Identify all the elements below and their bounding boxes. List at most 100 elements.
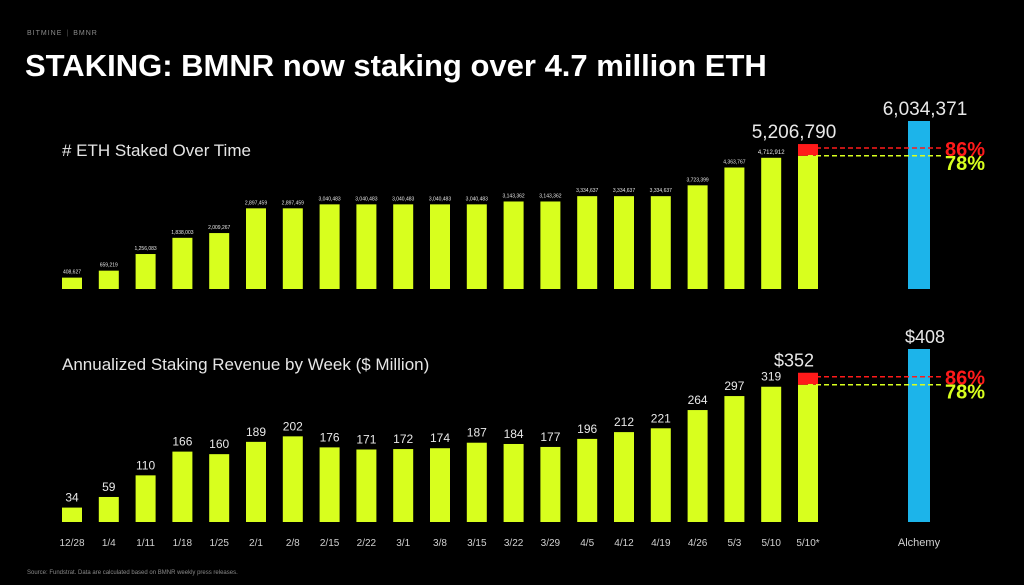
x-tick-11: 3/15 — [467, 538, 487, 549]
value-label-0-20: 5,206,790 — [752, 122, 837, 143]
bar-21-0 — [246, 208, 266, 289]
value-label-1-3: 166 — [172, 435, 192, 449]
value-label-0-19: 4,712,912 — [758, 150, 785, 156]
x-tick-10: 3/8 — [433, 538, 447, 549]
page-title: STAKING: BMNR now staking over 4.7 milli… — [25, 48, 767, 83]
value-label-0-13: 3,143,362 — [539, 193, 561, 199]
bar-1228-0 — [62, 277, 82, 289]
value-label-1-16: 221 — [651, 411, 671, 425]
bar-45-0 — [577, 196, 598, 289]
annotation-86-0: 86% — [945, 139, 985, 161]
value-label-0-11: 3,040,483 — [466, 196, 488, 202]
value-label-1-5: 189 — [246, 425, 266, 439]
value-label-1-13: 177 — [540, 430, 560, 444]
value-label-0-1: 659,219 — [100, 263, 118, 269]
brand-separator: | — [66, 30, 70, 37]
x-tick-7: 2/15 — [320, 538, 340, 549]
value-label-1-6: 202 — [283, 419, 303, 433]
value-label-0-17: 3,723,399 — [686, 177, 708, 183]
bar-426-1 — [687, 410, 708, 522]
value-label-0-4: 2,009,267 — [208, 225, 230, 231]
bar-315-0 — [466, 204, 487, 289]
x-tick-8: 2/22 — [357, 538, 377, 549]
bar-31-0 — [393, 204, 414, 289]
value-label-0-8: 3,040,483 — [355, 196, 377, 202]
value-label-1-8: 171 — [356, 432, 376, 446]
value-label-0-3: 1,838,003 — [171, 230, 193, 236]
value-label-0-9: 3,040,483 — [392, 196, 414, 202]
value-label-1-4: 160 — [209, 437, 229, 451]
brand-logo: BITMINE | BMNR — [27, 30, 98, 37]
value-label-1-18: 297 — [724, 379, 744, 393]
bar-222-1 — [356, 449, 377, 522]
bar-53-1 — [724, 396, 745, 522]
x-tick-21: Alchemy — [898, 537, 941, 549]
brand-name: BITMINE — [27, 30, 63, 37]
source-note: Source: Fundstrat. Data are calculated b… — [27, 570, 238, 576]
bar-322-0 — [503, 201, 524, 289]
x-tick-9: 3/1 — [396, 538, 410, 549]
x-tick-14: 4/5 — [580, 538, 594, 549]
value-label-0-16: 3,334,637 — [650, 188, 672, 194]
value-label-1-20: $352 — [774, 351, 814, 371]
annotation-78-1: 78% — [945, 382, 985, 404]
bar-14-0 — [98, 270, 119, 289]
bar-45-1 — [577, 438, 598, 522]
value-label-1-14: 196 — [577, 422, 597, 436]
value-label-1-17: 264 — [688, 393, 708, 407]
x-tick-18: 5/3 — [727, 538, 741, 549]
annotation-86-1: 86% — [945, 368, 985, 390]
value-label-0-15: 3,334,637 — [613, 188, 635, 194]
value-label-1-2: 110 — [136, 458, 155, 472]
bar-510-1 — [761, 386, 782, 522]
x-tick-3: 1/18 — [173, 538, 193, 549]
value-label-1-10: 174 — [430, 431, 450, 445]
bar-419-1 — [650, 428, 671, 522]
x-tick-16: 4/19 — [651, 538, 671, 549]
bar-31-1 — [393, 449, 414, 522]
bar-419-0 — [650, 196, 671, 289]
bar-1228-1 — [62, 507, 82, 522]
bar-315-1 — [466, 442, 487, 522]
bar-38-0 — [430, 204, 450, 289]
value-label-1-19: 319 — [761, 370, 781, 384]
bar-111-1 — [135, 475, 156, 522]
bar-alchemy-0 — [908, 121, 930, 289]
bar-125-1 — [209, 454, 230, 522]
x-tick-12: 3/22 — [504, 538, 524, 549]
x-tick-6: 2/8 — [286, 538, 300, 549]
brand-sub: BMNR — [73, 30, 98, 37]
bar-118-0 — [172, 237, 193, 289]
chart-title-revenue: Annualized Staking Revenue by Week ($ Mi… — [62, 355, 430, 374]
x-tick-20: 5/10* — [796, 538, 819, 549]
chart-title-eth-staked: # ETH Staked Over Time — [62, 141, 251, 160]
bar-111-0 — [135, 254, 156, 289]
value-label-1-21: $408 — [905, 327, 945, 347]
bar-125-0 — [209, 233, 230, 289]
x-tick-17: 4/26 — [688, 538, 708, 549]
bar-426-0 — [687, 185, 708, 289]
value-label-1-15: 212 — [614, 415, 634, 429]
value-label-0-10: 3,040,483 — [429, 196, 451, 202]
value-label-0-7: 3,040,483 — [318, 196, 340, 202]
bar-projection-cap-1 — [798, 372, 818, 385]
bar-412-0 — [614, 196, 634, 289]
annotation-78-0: 78% — [945, 153, 985, 175]
x-tick-5: 2/1 — [249, 538, 263, 549]
bar-322-1 — [503, 443, 524, 522]
x-tick-19: 5/10 — [761, 538, 781, 549]
bar-118-1 — [172, 451, 193, 522]
value-label-0-2: 1,256,083 — [134, 246, 156, 252]
x-tick-4: 1/25 — [209, 538, 229, 549]
bar-14-1 — [98, 496, 119, 522]
x-tick-13: 3/29 — [541, 538, 561, 549]
value-label-0-0: 408,627 — [63, 270, 81, 276]
value-label-1-9: 172 — [393, 432, 413, 446]
bar-329-0 — [540, 201, 561, 289]
value-label-0-5: 2,897,459 — [245, 200, 267, 206]
bar-28-0 — [282, 208, 303, 289]
x-tick-1: 1/4 — [102, 538, 116, 549]
bar-projection-cap-0 — [798, 144, 818, 156]
x-tick-0: 12/28 — [59, 538, 84, 549]
